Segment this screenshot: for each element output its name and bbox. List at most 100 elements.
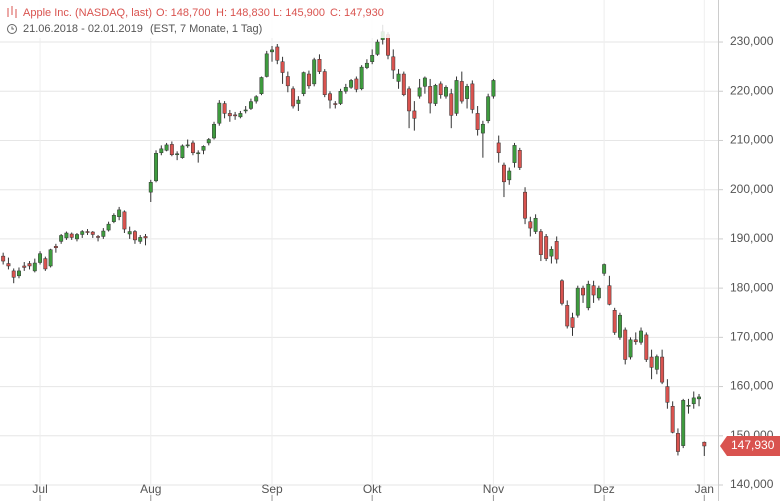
- candle-body: [391, 56, 396, 71]
- y-tick-label: 210,000: [730, 133, 774, 147]
- candle-body: [206, 139, 211, 144]
- candle-body: [459, 81, 464, 102]
- candle-body: [480, 123, 485, 134]
- candle-body: [649, 356, 654, 368]
- candle-body: [32, 262, 37, 272]
- candle-body: [148, 182, 153, 193]
- candle-body: [570, 317, 575, 328]
- candle-body: [69, 233, 74, 238]
- candle-body: [6, 263, 11, 267]
- candle-body: [422, 77, 427, 87]
- candle-body: [328, 93, 332, 101]
- clock-hands: [11, 26, 14, 30]
- x-tick-label: Jan: [695, 482, 714, 496]
- candle-body: [644, 334, 649, 360]
- candle-body: [280, 61, 285, 73]
- candle-body: [686, 405, 691, 407]
- candle-body: [675, 433, 680, 452]
- candle-body: [259, 77, 264, 94]
- candle-body: [681, 400, 686, 446]
- candle-body: [90, 231, 95, 235]
- candle-body: [17, 270, 21, 277]
- candle-body: [264, 53, 269, 77]
- candle-body: [285, 76, 290, 87]
- x-tick-label: Aug: [140, 482, 161, 496]
- candle-body: [296, 99, 301, 104]
- candle-body: [243, 109, 248, 112]
- candle-body: [322, 71, 327, 95]
- candle-body: [596, 287, 601, 299]
- candle-body: [496, 142, 501, 154]
- y-tick-label: 140,000: [730, 477, 774, 491]
- candle-body: [101, 230, 106, 237]
- candle-body: [96, 236, 101, 238]
- candle-body: [354, 78, 359, 90]
- x-tick-label: Okt: [363, 482, 382, 496]
- candle-body: [639, 330, 643, 343]
- candle-body: [544, 236, 549, 259]
- candle-body: [117, 209, 122, 218]
- candle-body: [512, 145, 517, 163]
- candle-body: [412, 110, 417, 119]
- candle-body: [444, 87, 448, 97]
- candle-body: [591, 285, 596, 296]
- y-tick-label: 230,000: [730, 34, 774, 48]
- candle-body: [560, 280, 564, 304]
- candle-body: [470, 83, 475, 110]
- candle-body: [396, 73, 401, 82]
- candle-body: [359, 66, 364, 90]
- candle-body: [449, 93, 454, 116]
- candle-body: [138, 237, 143, 242]
- candle-body: [238, 113, 243, 118]
- candle-body: [697, 396, 701, 400]
- x-tick-label: Sep: [261, 482, 283, 496]
- candle-body: [48, 249, 53, 267]
- header-bg: [0, 0, 400, 38]
- open: O: 148,700: [156, 7, 210, 19]
- candle-body: [517, 150, 522, 168]
- candle-body: [80, 231, 85, 235]
- candle-body: [438, 83, 443, 95]
- candle-body: [507, 170, 512, 181]
- candle-body: [180, 145, 185, 158]
- candle-body: [275, 46, 280, 61]
- candle-body: [154, 153, 158, 182]
- candle-body: [312, 59, 317, 85]
- plot-area: [0, 0, 718, 501]
- candle-body: [111, 215, 116, 222]
- candle-body: [27, 263, 32, 267]
- candle-body: [491, 80, 496, 97]
- candle-body: [565, 305, 570, 327]
- candle-body: [349, 80, 354, 88]
- candle-body: [64, 232, 69, 239]
- y-tick-label: 200,000: [730, 182, 774, 196]
- candle-body: [11, 270, 16, 278]
- candle-body: [586, 283, 591, 309]
- candle-body: [159, 148, 164, 154]
- candle-body: [133, 231, 137, 241]
- instrument: Apple Inc. (NASDAQ, last): [23, 7, 152, 19]
- candle-body: [612, 310, 617, 333]
- candle-body: [623, 329, 628, 360]
- candle-body: [127, 231, 132, 235]
- candle-body: [702, 441, 707, 447]
- candle-body: [528, 221, 533, 229]
- candle-body: [196, 152, 201, 155]
- y-tick-label: 220,000: [730, 83, 774, 97]
- candle-body: [59, 235, 64, 242]
- candle-body: [465, 86, 470, 99]
- candle-body: [660, 356, 665, 383]
- clock-icon: [7, 24, 17, 34]
- x-tick-label: Nov: [483, 482, 504, 496]
- candle-body: [633, 339, 638, 343]
- candle-body: [301, 72, 306, 94]
- candle-body: [617, 314, 622, 338]
- candle-body: [201, 146, 206, 151]
- candle-body: [169, 144, 174, 155]
- candle-body: [581, 287, 585, 296]
- candle-body: [575, 287, 580, 316]
- candle-body: [270, 49, 274, 53]
- candle-body: [670, 406, 675, 433]
- candle-body: [233, 114, 238, 117]
- candle-body: [106, 223, 111, 231]
